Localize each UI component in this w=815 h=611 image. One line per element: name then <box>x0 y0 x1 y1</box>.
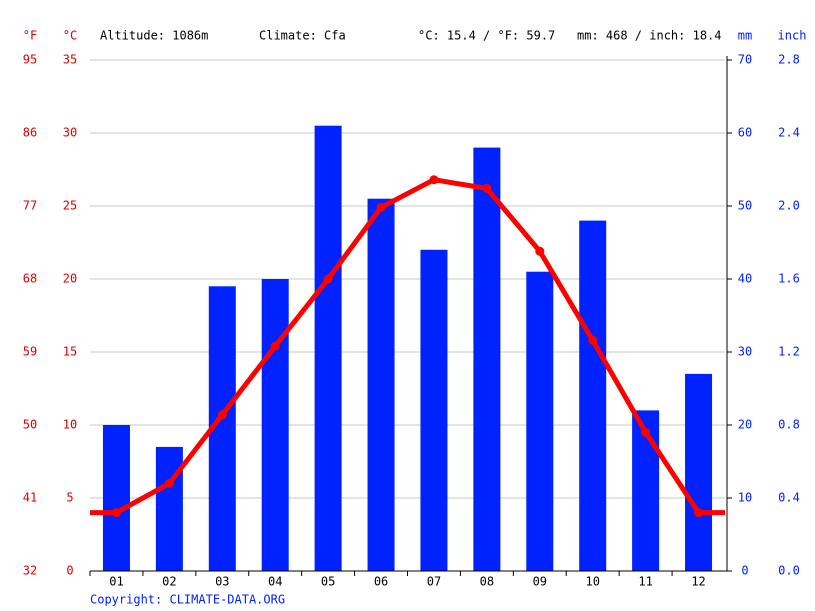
mm-tick-label: 30 <box>738 345 752 359</box>
bar <box>473 147 501 571</box>
mm-tick-label: 20 <box>738 418 752 432</box>
mm-axis-title: mm <box>738 29 752 43</box>
bar <box>579 220 607 571</box>
c-tick-label: 15 <box>63 345 77 359</box>
temperature-point <box>217 410 227 420</box>
x-tick-label: 12 <box>691 575 705 589</box>
f-tick-label: 41 <box>23 491 37 505</box>
bar <box>367 198 395 571</box>
temperature-point <box>588 335 598 345</box>
x-tick-label: 04 <box>268 575 282 589</box>
f-tick-label: 32 <box>23 564 37 578</box>
x-tick-label: 10 <box>585 575 599 589</box>
temperature-line <box>115 177 701 515</box>
bar <box>314 125 342 571</box>
mm-tick-label: 60 <box>738 126 752 140</box>
bar <box>261 279 289 571</box>
f-tick-label: 59 <box>23 345 37 359</box>
temperature-point <box>482 183 492 193</box>
temperature-point <box>694 508 704 518</box>
temperature-point <box>641 427 651 437</box>
bar <box>526 271 554 571</box>
mm-tick-label: 0 <box>741 564 748 578</box>
f-tick-label: 95 <box>23 53 37 67</box>
x-tick-label: 06 <box>374 575 388 589</box>
c-tick-label: 30 <box>63 126 77 140</box>
inch-tick-label: 2.0 <box>778 199 800 213</box>
x-tick-label: 08 <box>480 575 494 589</box>
temperature-point <box>111 508 121 518</box>
mm-tick-label: 10 <box>738 491 752 505</box>
x-tick-label: 09 <box>533 575 547 589</box>
mean-temp: °C: 15.4 / °F: 59.7 <box>418 29 555 43</box>
mm-tick-label: 40 <box>738 272 752 286</box>
inch-tick-label: 2.8 <box>778 53 800 67</box>
inch-tick-label: 1.2 <box>778 345 800 359</box>
temperature-point <box>270 341 280 351</box>
c-axis-title: °C <box>63 29 77 43</box>
f-axis-title: °F <box>23 29 37 43</box>
bar <box>102 425 130 571</box>
inch-tick-label: 0.8 <box>778 418 800 432</box>
x-tick-label: 05 <box>321 575 335 589</box>
mm-tick-label: 70 <box>738 53 752 67</box>
bar <box>420 249 448 572</box>
f-tick-label: 77 <box>23 199 37 213</box>
c-tick-label: 0 <box>66 564 73 578</box>
bar <box>632 410 660 571</box>
inch-tick-label: 2.4 <box>778 126 800 140</box>
mm-tick-label: 50 <box>738 199 752 213</box>
bar <box>155 446 183 571</box>
inch-axis-title: inch <box>778 29 807 43</box>
temperature-point <box>376 202 386 212</box>
temperature-point <box>429 175 439 185</box>
c-tick-label: 10 <box>63 418 77 432</box>
copyright: Copyright: CLIMATE-DATA.ORG <box>90 593 285 607</box>
c-tick-label: 25 <box>63 199 77 213</box>
x-tick-label: 11 <box>638 575 652 589</box>
climate: Climate: Cfa <box>259 29 346 43</box>
inch-tick-label: 1.6 <box>778 272 800 286</box>
c-tick-label: 35 <box>63 53 77 67</box>
x-tick-label: 02 <box>162 575 176 589</box>
f-tick-label: 86 <box>23 126 37 140</box>
c-tick-label: 5 <box>66 491 73 505</box>
temperature-point <box>323 274 333 284</box>
total-precip: mm: 468 / inch: 18.4 <box>577 29 722 43</box>
inch-tick-label: 0.4 <box>778 491 800 505</box>
f-tick-label: 50 <box>23 418 37 432</box>
x-tick-label: 03 <box>215 575 229 589</box>
c-tick-label: 20 <box>63 272 77 286</box>
temperature-point <box>535 246 545 256</box>
f-tick-label: 68 <box>23 272 37 286</box>
x-tick-label: 01 <box>109 575 123 589</box>
inch-tick-label: 0.0 <box>778 564 800 578</box>
altitude: Altitude: 1086m <box>100 29 208 43</box>
temperature-point <box>164 478 174 488</box>
bar <box>685 373 713 571</box>
x-tick-label: 07 <box>427 575 441 589</box>
